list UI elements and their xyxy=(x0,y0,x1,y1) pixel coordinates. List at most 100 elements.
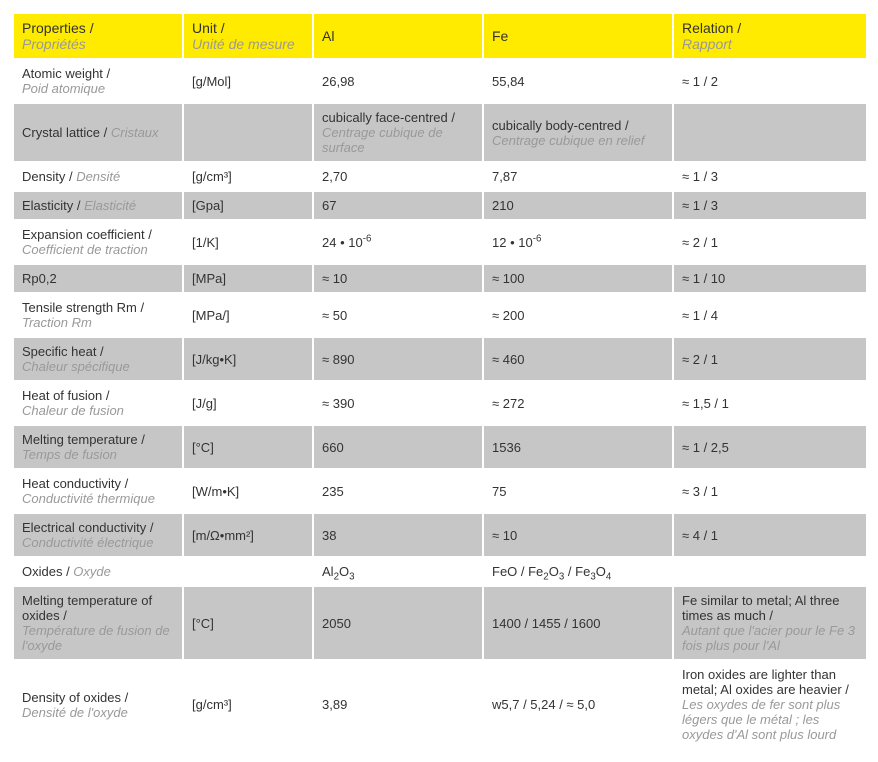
header-cell: Properties /Propriétés xyxy=(13,13,183,59)
header-cell: Relation /Rapport xyxy=(673,13,867,59)
property-cell: Atomic weight /Poid atomique xyxy=(13,59,183,103)
fe-cell: ≈ 272 xyxy=(483,381,673,425)
relation-en: Fe similar to metal; Al three times as m… xyxy=(682,593,840,623)
property-en: Tensile strength Rm / xyxy=(22,300,144,315)
al-cell: 3,89 xyxy=(313,660,483,749)
property-cell: Tensile strength Rm /Traction Rm xyxy=(13,293,183,337)
table-row: Expansion coefficient /Coefficient de tr… xyxy=(13,220,867,264)
fe-cell: 7,87 xyxy=(483,162,673,191)
al-cell: 2050 xyxy=(313,586,483,660)
header-fr: Propriétés xyxy=(22,36,86,52)
al-cell: ≈ 50 xyxy=(313,293,483,337)
al-cell: 38 xyxy=(313,513,483,557)
unit-cell: [°C] xyxy=(183,586,313,660)
al-value: ≈ 890 xyxy=(322,352,354,367)
header-en: Fe xyxy=(492,28,508,44)
unit-cell: [°C] xyxy=(183,425,313,469)
relation-en: ≈ 4 / 1 xyxy=(682,528,718,543)
al-value: ≈ 50 xyxy=(322,308,347,323)
table-row: Tensile strength Rm /Traction Rm[MPa/]≈ … xyxy=(13,293,867,337)
relation-cell: Iron oxides are lighter than metal; Al o… xyxy=(673,660,867,749)
unit-cell: [m/Ω•mm²] xyxy=(183,513,313,557)
unit-cell: [J/g] xyxy=(183,381,313,425)
fe-value: ≈ 200 xyxy=(492,308,524,323)
fe-cell: 210 xyxy=(483,191,673,220)
al-value: Al2O3 xyxy=(322,564,355,579)
al-value: ≈ 10 xyxy=(322,271,347,286)
property-cell: Oxides / Oxyde xyxy=(13,557,183,586)
property-cell: Density of oxides /Densité de l'oxyde xyxy=(13,660,183,749)
al-value: 2050 xyxy=(322,616,351,631)
unit-value: [1/K] xyxy=(192,235,219,250)
property-cell: Density / Densité xyxy=(13,162,183,191)
header-cell: Al xyxy=(313,13,483,59)
al-fr: Centrage cubique de surface xyxy=(322,125,443,155)
fe-value: 55,84 xyxy=(492,74,525,89)
property-fr: Cristaux xyxy=(111,125,159,140)
property-en: Crystal lattice / xyxy=(22,125,111,140)
relation-en: ≈ 1 / 3 xyxy=(682,198,718,213)
property-fr: Traction Rm xyxy=(22,315,92,330)
unit-value: [Gpa] xyxy=(192,198,224,213)
property-cell: Melting temperature /Temps de fusion xyxy=(13,425,183,469)
relation-en: ≈ 1 / 2,5 xyxy=(682,440,729,455)
relation-cell: ≈ 1 / 10 xyxy=(673,264,867,293)
fe-cell: 12 • 10-6 xyxy=(483,220,673,264)
unit-cell: [g/cm³] xyxy=(183,660,313,749)
property-cell: Crystal lattice / Cristaux xyxy=(13,103,183,162)
table-row: Electrical conductivity /Conductivité él… xyxy=(13,513,867,557)
property-cell: Heat of fusion /Chaleur de fusion xyxy=(13,381,183,425)
property-en: Heat of fusion / xyxy=(22,388,109,403)
unit-cell: [J/kg•K] xyxy=(183,337,313,381)
property-cell: Specific heat /Chaleur spécifique xyxy=(13,337,183,381)
unit-cell: [MPa/] xyxy=(183,293,313,337)
al-cell: ≈ 890 xyxy=(313,337,483,381)
header-fr: Unité de mesure xyxy=(192,36,295,52)
fe-value: w5,7 / 5,24 / ≈ 5,0 xyxy=(492,697,595,712)
fe-cell: cubically body-centred /Centrage cubique… xyxy=(483,103,673,162)
property-cell: Elasticity / Elasticité xyxy=(13,191,183,220)
al-value: 660 xyxy=(322,440,344,455)
unit-value: [°C] xyxy=(192,616,214,631)
al-cell: 26,98 xyxy=(313,59,483,103)
al-cell: 24 • 10-6 xyxy=(313,220,483,264)
relation-en: ≈ 2 / 1 xyxy=(682,235,718,250)
fe-value: 12 • 10-6 xyxy=(492,235,541,250)
relation-cell: ≈ 3 / 1 xyxy=(673,469,867,513)
property-en: Density / xyxy=(22,169,76,184)
property-fr: Elasticité xyxy=(84,198,136,213)
al-value: 235 xyxy=(322,484,344,499)
property-fr: Temps de fusion xyxy=(22,447,117,462)
al-value: 3,89 xyxy=(322,697,347,712)
unit-value: [m/Ω•mm²] xyxy=(192,528,254,543)
header-en: Properties / xyxy=(22,20,94,36)
al-value: 2,70 xyxy=(322,169,347,184)
property-fr: Conductivité thermique xyxy=(22,491,155,506)
table-row: Atomic weight /Poid atomique[g/Mol]26,98… xyxy=(13,59,867,103)
property-en: Expansion coefficient / xyxy=(22,227,152,242)
property-cell: Electrical conductivity /Conductivité él… xyxy=(13,513,183,557)
property-en: Specific heat / xyxy=(22,344,104,359)
property-fr: Coefficient de traction xyxy=(22,242,148,257)
relation-fr: Les oxydes de fer sont plus légers que l… xyxy=(682,697,840,742)
relation-cell: ≈ 1,5 / 1 xyxy=(673,381,867,425)
al-value: 26,98 xyxy=(322,74,355,89)
header-fr: Rapport xyxy=(682,36,732,52)
relation-cell: ≈ 1 / 3 xyxy=(673,191,867,220)
fe-value: FeO / Fe2O3 / Fe3O4 xyxy=(492,564,611,579)
property-en: Atomic weight / xyxy=(22,66,110,81)
table-row: Elasticity / Elasticité [Gpa] 67 210 ≈ 1 / 3 xyxy=(13,191,867,220)
table-row: Specific heat /Chaleur spécifique[J/kg•K… xyxy=(13,337,867,381)
fe-cell: ≈ 10 xyxy=(483,513,673,557)
property-fr: Poid atomique xyxy=(22,81,105,96)
relation-en: ≈ 1,5 / 1 xyxy=(682,396,729,411)
property-en: Melting temperature / xyxy=(22,432,145,447)
table-body: Atomic weight /Poid atomique[g/Mol]26,98… xyxy=(13,59,867,749)
al-value: 67 xyxy=(322,198,336,213)
unit-cell xyxy=(183,103,313,162)
unit-cell xyxy=(183,557,313,586)
unit-cell: [1/K] xyxy=(183,220,313,264)
fe-value: ≈ 10 xyxy=(492,528,517,543)
relation-en: ≈ 2 / 1 xyxy=(682,352,718,367)
fe-cell: 55,84 xyxy=(483,59,673,103)
